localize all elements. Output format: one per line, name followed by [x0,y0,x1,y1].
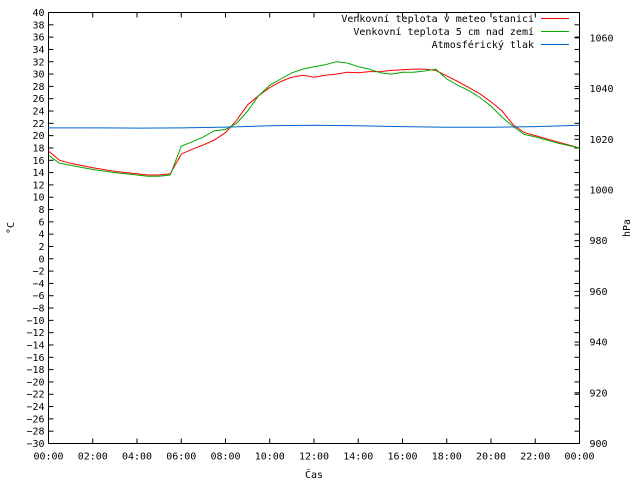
y-tick-label: 16 [32,156,44,167]
legend: Venkovní teplota v meteo staniciVenkovní… [341,13,569,51]
y2-tick-label: 1060 [590,33,614,44]
y-tick-label: 10 [32,193,44,204]
y-tick-label: −26 [26,414,44,425]
y-tick-label: 36 [32,33,44,44]
y-axis-label: °C [6,222,17,234]
y2-tick-label: 1040 [590,84,614,95]
x-axis-label: Čas [305,468,323,480]
x-tick-label: 00:00 [564,452,594,463]
y-tick-label: −8 [32,304,44,315]
series-line-3 [48,124,580,129]
y-tick-label: 4 [38,230,44,241]
y2-tick-label: 1020 [590,135,614,146]
legend-label-3: Atmosférický tlak [432,39,534,51]
y-tick-label: −14 [26,340,44,351]
y-tick-label: 14 [32,168,44,179]
y-tick-label: −22 [26,390,44,401]
y-tick-label: 38 [32,20,44,31]
y-tick-label: 30 [32,70,44,81]
y-tick-label: 0 [38,254,44,265]
y2-tick-label: 900 [590,439,608,450]
y-tick-label: −24 [26,402,44,413]
y-tick-label: 12 [32,180,44,191]
y-tick-label: −28 [26,427,44,438]
y-tick-label: 34 [32,45,44,56]
y-tick-label: −2 [32,267,44,278]
series-line-2 [48,61,580,177]
y-tick-label: 18 [32,143,44,154]
y-tick-label: 26 [32,94,44,105]
y-tick-label: 22 [32,119,44,130]
y2-tick-label: 960 [590,287,608,298]
y-tick-label: 6 [38,217,44,228]
x-tick-label: 08:00 [210,452,240,463]
x-tick-label: 00:00 [33,452,63,463]
y2-tick-label: 980 [590,236,608,247]
y-tick-label: −6 [32,291,44,302]
y-tick-label: −30 [26,439,44,450]
y-tick-label: 32 [32,57,44,68]
y-tick-label: −12 [26,328,44,339]
y-tick-label: −10 [26,316,44,327]
legend-label-1: Venkovní teplota v meteo stanici [341,13,534,25]
y2-tick-label: 940 [590,338,608,349]
legend-label-2: Venkovní teplota 5 cm nad zemí [353,26,534,38]
x-tick-label: 20:00 [476,452,506,463]
x-tick-label: 14:00 [343,452,373,463]
y-tick-label: −20 [26,377,44,388]
series-line-1 [48,68,580,176]
x-tick-label: 22:00 [520,452,550,463]
y-tick-label: 24 [32,107,44,118]
y-tick-label: 20 [32,131,44,142]
y-tick-label: −16 [26,353,44,364]
y2-axis-label: hPa [622,219,633,237]
x-tick-label: 12:00 [299,452,329,463]
y-tick-label: −4 [32,279,44,290]
y-tick-label: 2 [38,242,44,253]
y-tick-label: −18 [26,365,44,376]
x-tick-label: 18:00 [432,452,462,463]
y-tick-label: 28 [32,82,44,93]
y-tick-label: 8 [38,205,44,216]
x-tick-label: 16:00 [387,452,417,463]
y2-tick-label: 1000 [590,185,614,196]
y-tick-label: 40 [32,8,44,19]
x-tick-label: 06:00 [166,452,196,463]
x-tick-label: 04:00 [122,452,152,463]
y2-tick-label: 920 [590,388,608,399]
x-tick-label: 02:00 [78,452,108,463]
x-tick-label: 10:00 [255,452,285,463]
